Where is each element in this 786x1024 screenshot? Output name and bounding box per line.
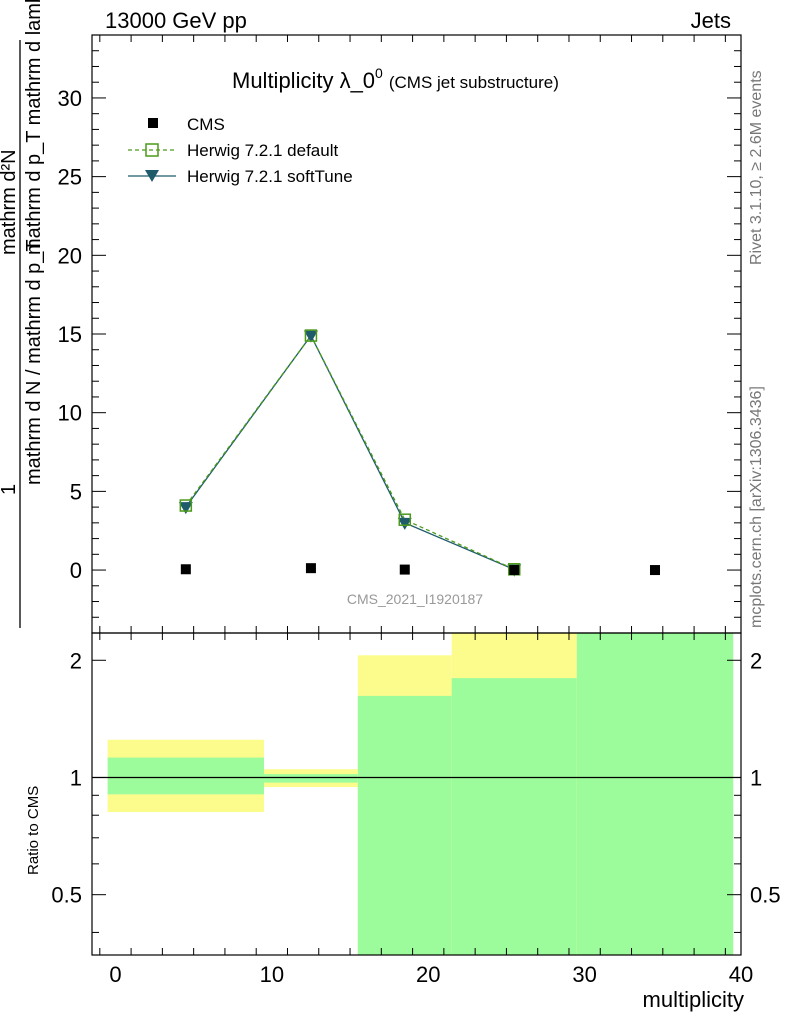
legend-marker-cms [148, 118, 158, 128]
ratio-bands [107, 633, 734, 955]
main-y-tick-label-5: 5 [70, 479, 82, 504]
ratio-panel-frame: 0 10 20 30 40 0.5 0.5 1 1 2 2 [51, 632, 781, 987]
ratio-band-green-1 [264, 774, 358, 783]
series-line-herwig-default [185, 334, 515, 570]
ratio-y-tick-label-left-2: 2 [70, 648, 82, 673]
main-series-layer [178, 329, 660, 577]
main-panel-frame: 0 5 10 15 20 25 30 [58, 34, 742, 634]
ratio-band-green-4 [576, 633, 734, 955]
ratio-x-tick-label-20: 20 [416, 962, 440, 987]
main-y-tick-label-30: 30 [58, 86, 82, 111]
legend: CMS Herwig 7.2.1 default Herwig 7.2.1 so… [128, 115, 353, 186]
series-line-herwig-softtune [185, 334, 515, 571]
rivet-version-label: Rivet 3.1.10, ≥ 2.6M events [748, 70, 765, 265]
legend-label-herwig-default: Herwig 7.2.1 default [187, 141, 338, 160]
x-axis-label: multiplicity [643, 987, 744, 1012]
point-herwig-default-1 [304, 329, 318, 342]
ratio-y-tick-label-left-0.5: 0.5 [51, 883, 82, 908]
mcplots-reference-label: mcplots.cern.ch [arXiv:1306.3436] [748, 386, 765, 628]
ylabel-num-main: mathrm d²N [0, 149, 20, 255]
analysis-id-watermark: CMS_2021_I1920187 [347, 591, 483, 607]
plot-title-sub: (CMS jet substructure) [389, 73, 559, 92]
point-cms-2 [399, 564, 410, 575]
ratio-x-tick-label-0: 0 [109, 962, 121, 987]
main-y-tick-label-25: 25 [58, 165, 82, 190]
point-cms-0 [180, 564, 191, 575]
ratio-y-axis-label: Ratio to CMS [25, 786, 42, 875]
ratio-band-green-0 [107, 757, 265, 795]
ratio-y-tick-label-left-1: 1 [70, 765, 82, 790]
ratio-x-tick-label-30: 30 [572, 962, 596, 987]
ratio-x-tick-label-40: 40 [729, 962, 753, 987]
point-herwig-softtune-1 [303, 330, 318, 343]
point-cms-1 [305, 563, 316, 574]
point-cms-3 [509, 565, 520, 576]
plot-title-sup: 0 [375, 65, 383, 81]
legend-label-herwig-soft: Herwig 7.2.1 softTune [187, 167, 353, 186]
plot-title-main: Multiplicity λ_0 [232, 68, 375, 93]
collision-energy-label: 13000 GeV pp [105, 8, 247, 33]
ylabel-num-prefix: 1 [0, 484, 20, 495]
legend-marker-herwig-default [145, 143, 159, 157]
point-cms-4 [649, 565, 660, 576]
main-y-axis-label: mathrm d N / mathrm d p_T mathrm d p_T m… [0, 0, 45, 628]
point-herwig-softtune-2 [397, 517, 412, 530]
ratio-band-green-3 [451, 678, 577, 955]
ratio-y-tick-label-right-0.5: 0.5 [750, 883, 781, 908]
point-herwig-softtune-0 [178, 502, 193, 515]
legend-marker-herwig-soft [145, 170, 159, 182]
main-y-tick-label-10: 10 [58, 401, 82, 426]
observable-group-label: Jets [691, 8, 731, 33]
main-y-tick-label-15: 15 [58, 322, 82, 347]
legend-label-cms: CMS [187, 115, 225, 134]
ratio-x-tick-label-10: 10 [260, 962, 284, 987]
ratio-y-tick-label-right-1: 1 [750, 765, 762, 790]
point-herwig-default-0 [179, 499, 193, 512]
plot-title: Multiplicity λ_00 (CMS jet substructure) [232, 65, 559, 93]
main-y-tick-label-20: 20 [58, 243, 82, 268]
ratio-y-tick-label-right-2: 2 [750, 648, 762, 673]
ylabel-den-prefix: mathrm d N / mathrm d p_T [23, 239, 45, 485]
ylabel-den-main: mathrm d p_T mathrm d lambda [23, 0, 45, 255]
ratio-band-green-2 [357, 695, 452, 955]
point-herwig-default-2 [398, 513, 412, 526]
main-y-tick-label-0: 0 [70, 558, 82, 583]
